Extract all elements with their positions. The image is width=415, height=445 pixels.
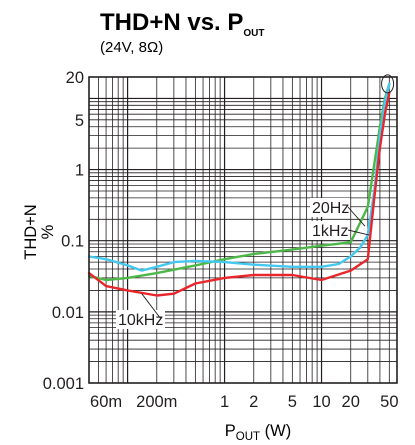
annotation-label-20hz: 20Hz (312, 200, 349, 217)
y-axis-label-top: THD+N (22, 204, 40, 259)
series-line-10khz (87, 91, 391, 297)
x-tick-label: 10 (312, 393, 330, 411)
y-axis-label-bottom: % (39, 224, 57, 239)
x-axis-label-subscript: OUT (236, 431, 260, 443)
annotation-label-10khz: 10kHz (118, 312, 163, 329)
y-axis-label: THD+N % (22, 204, 57, 259)
annotation-box-10khz (116, 310, 165, 329)
x-tick-labels: 60m 200m 1 2 5 10 20 50 (90, 393, 398, 411)
series-lines (87, 74, 395, 297)
y-tick-label: 0.1 (61, 233, 84, 251)
chart-title: THD+N vs. POUT (100, 9, 265, 39)
chart-title-subscript: OUT (243, 28, 264, 39)
x-axis-label-unit: (W) (260, 422, 291, 440)
curve-end-marker (381, 74, 395, 94)
annotation-leader-1khz (347, 229, 370, 236)
annotation-box-20hz (310, 198, 350, 217)
y-tick-label: 0.01 (52, 304, 84, 322)
chart-title-main: THD+N vs. P (100, 9, 243, 36)
grid (89, 77, 397, 383)
annotation-label-1khz: 1kHz (312, 223, 348, 240)
x-axis-label: POUT (W) (225, 422, 291, 443)
y-tick-label: 20 (66, 69, 84, 87)
y-tick-label: 0.001 (43, 375, 84, 393)
plot-frame (88, 76, 398, 384)
x-tick-label: 60m (90, 393, 122, 411)
y-tick-label: 5 (75, 112, 84, 130)
x-tick-label: 20 (342, 393, 360, 411)
x-tick-label: 2 (249, 393, 258, 411)
annotation-leader-20hz (347, 206, 366, 227)
series-annotations: 20Hz 1kHz 10kHz (116, 198, 370, 329)
x-tick-label: 200m (136, 393, 177, 411)
x-tick-label: 1 (220, 393, 229, 411)
annotation-leader-10khz (141, 293, 162, 320)
y-tick-labels: 0.001 0.01 0.1 1 5 20 (43, 69, 84, 393)
series-line-20hz (87, 82, 391, 282)
chart-subtitle: (24V, 8Ω) (100, 39, 163, 56)
x-axis-label-main: P (225, 422, 236, 440)
y-tick-label: 1 (75, 162, 84, 180)
x-tick-label: 5 (288, 393, 297, 411)
x-tick-label: 50 (380, 393, 398, 411)
annotation-box-1khz (310, 221, 350, 240)
